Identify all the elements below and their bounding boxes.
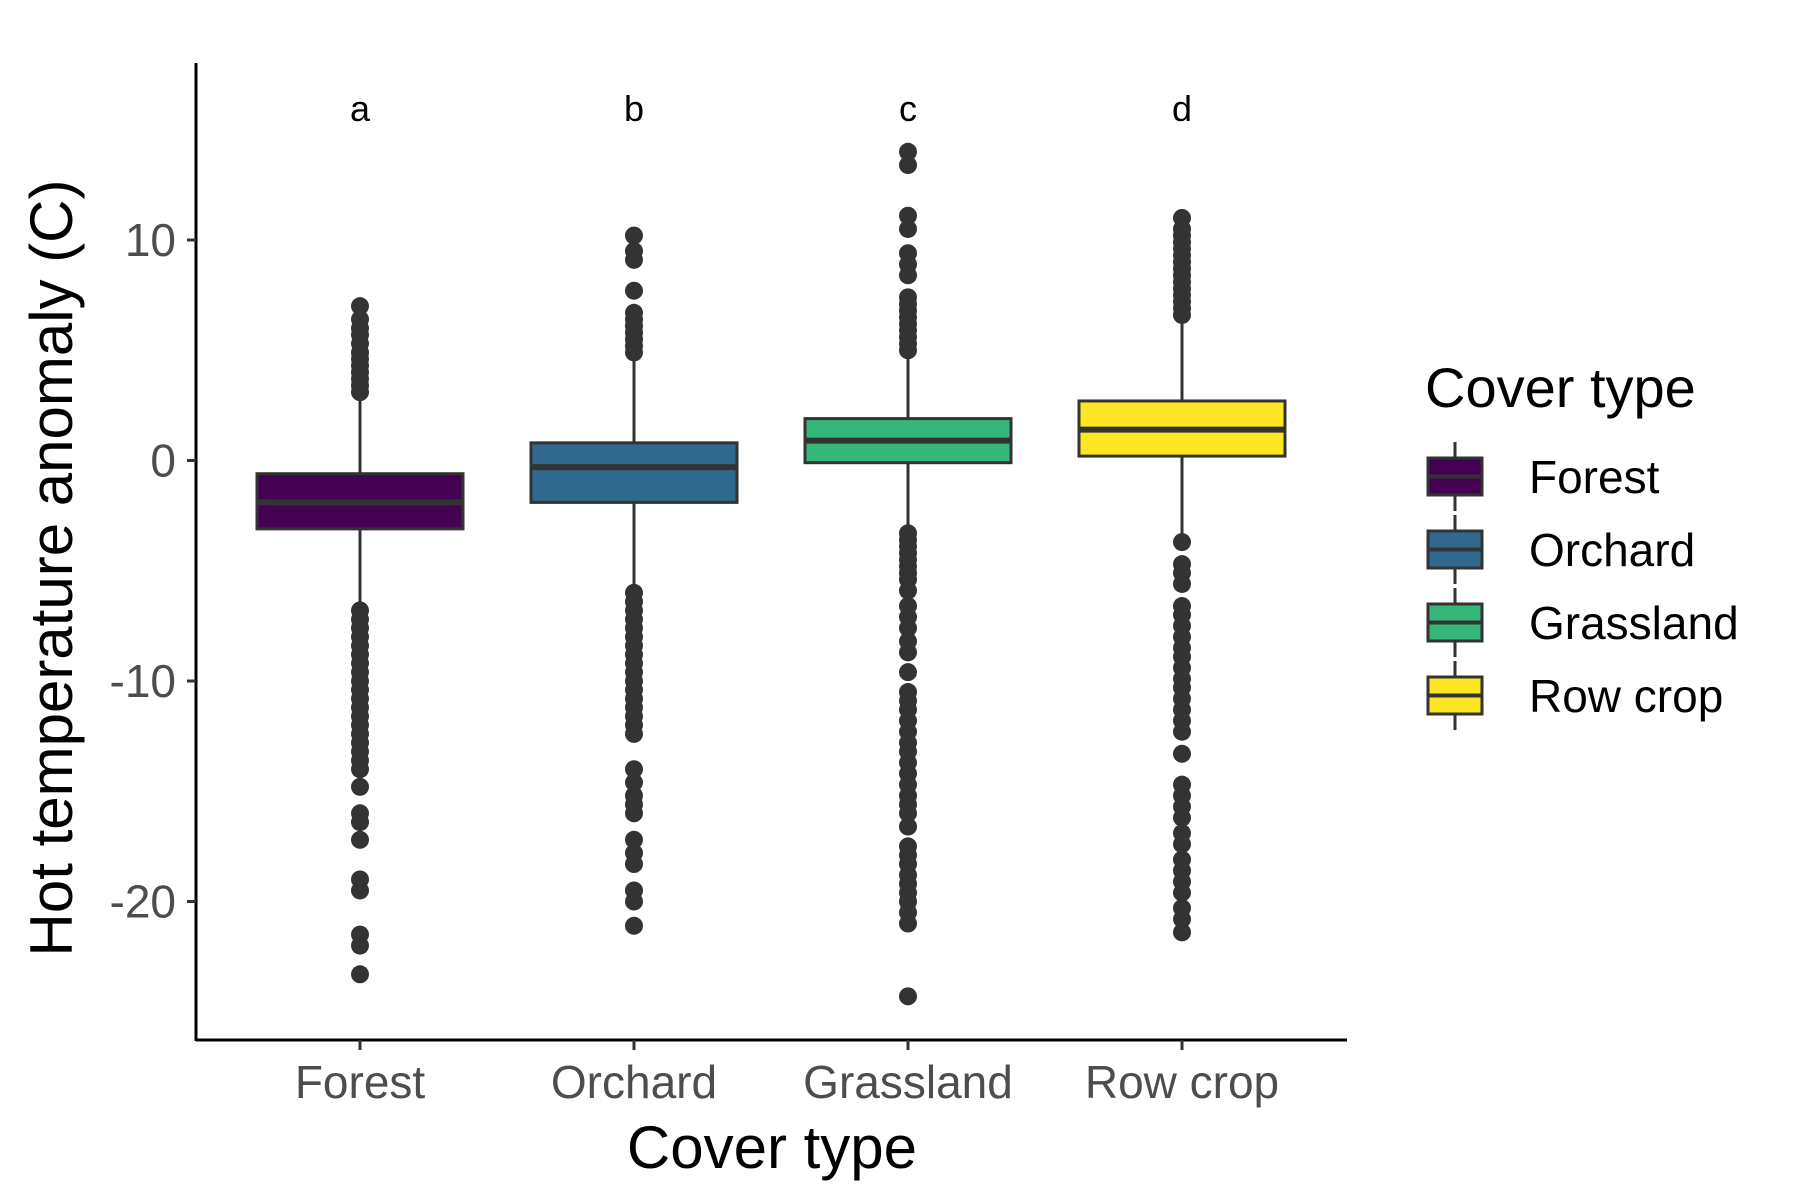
legend: Cover type Forest Orchard Grassland Row cro…	[1425, 355, 1785, 732]
outlier-point	[1173, 883, 1191, 902]
legend-title: Cover type	[1425, 356, 1696, 419]
y-ticks: -20 -10 0 10	[110, 214, 196, 928]
y-tick-label: -20	[110, 876, 176, 928]
x-tick-label: Orchard	[551, 1056, 717, 1108]
legend-items: Forest Orchard Grassland Row crop	[1425, 440, 1785, 732]
outlier-point	[625, 855, 643, 874]
legend-label: Forest	[1529, 450, 1660, 503]
outlier-point	[1173, 923, 1191, 942]
y-tick-label: 10	[125, 214, 176, 266]
outlier-point	[1173, 835, 1191, 854]
outlier-point	[351, 777, 369, 796]
outlier-point	[625, 281, 643, 300]
significance-letter: c	[899, 88, 917, 129]
legend-key	[1426, 661, 1484, 730]
box-group-orchard: b	[529, 88, 739, 935]
box-group-row-crop: d	[1077, 88, 1287, 942]
outlier-point	[625, 760, 643, 779]
outlier-point	[351, 297, 369, 316]
outlier-point	[625, 830, 643, 849]
outlier-point	[1173, 533, 1191, 552]
outlier-point	[625, 892, 643, 911]
legend-label: Grassland	[1529, 596, 1739, 649]
legend-label: Row crop	[1529, 669, 1724, 722]
outlier-point	[351, 310, 369, 329]
box-group-grassland: c	[803, 88, 1013, 1006]
legend-key	[1426, 442, 1484, 511]
outlier-point	[899, 244, 917, 263]
outlier-point	[899, 914, 917, 933]
box	[529, 441, 739, 504]
outlier-point	[625, 916, 643, 935]
outlier-point	[351, 760, 369, 779]
outlier-point	[899, 142, 917, 161]
outlier-point	[351, 965, 369, 984]
legend-key	[1426, 515, 1484, 584]
outlier-point	[1173, 808, 1191, 827]
significance-letter: b	[624, 88, 644, 129]
outlier-point	[899, 804, 917, 823]
outlier-point	[899, 643, 917, 662]
x-axis-title: Cover type	[627, 1114, 917, 1181]
legend-item-grassland: Grassland	[1425, 586, 1785, 659]
outlier-point	[351, 936, 369, 955]
outlier-point	[899, 288, 917, 307]
legend-key	[1426, 588, 1484, 657]
legend-item-forest: Forest	[1425, 440, 1785, 513]
outlier-point	[1173, 574, 1191, 593]
outlier-point	[899, 156, 917, 175]
significance-letter: d	[1172, 88, 1192, 129]
legend-item-orchard: Orchard	[1425, 513, 1785, 586]
y-tick-label: -10	[110, 655, 176, 707]
x-tick-label: Forest	[295, 1056, 426, 1108]
legend-label: Orchard	[1529, 523, 1696, 576]
outlier-point	[625, 724, 643, 743]
significance-letter: a	[350, 88, 371, 129]
legend-item-row-crop: Row crop	[1425, 659, 1785, 732]
outlier-point	[625, 242, 643, 261]
x-tick-label: Grassland	[803, 1056, 1013, 1108]
outlier-point	[899, 987, 917, 1006]
y-tick-label: 0	[150, 435, 176, 487]
outlier-point	[899, 817, 917, 836]
y-axis-title: Hot temperature anomaly (C)	[18, 180, 85, 957]
x-ticks: Forest Orchard Grassland Row crop	[295, 1040, 1279, 1108]
outlier-point	[625, 226, 643, 245]
outlier-point	[625, 804, 643, 823]
outlier-point	[351, 830, 369, 849]
outlier-point	[625, 773, 643, 792]
outlier-point	[899, 619, 917, 638]
outlier-point	[899, 219, 917, 238]
outlier-point	[1173, 910, 1191, 929]
outlier-point	[899, 663, 917, 682]
outlier-point	[351, 813, 369, 832]
box-group-forest: a	[255, 88, 465, 984]
plot-marks: a b c d	[255, 88, 1287, 1006]
outlier-point	[351, 881, 369, 900]
outlier-point	[1173, 208, 1191, 227]
outlier-point	[625, 303, 643, 322]
outlier-point	[899, 581, 917, 600]
x-tick-label: Row crop	[1085, 1056, 1279, 1108]
outlier-point	[1173, 744, 1191, 763]
outlier-point	[899, 206, 917, 225]
outlier-point	[1173, 722, 1191, 741]
